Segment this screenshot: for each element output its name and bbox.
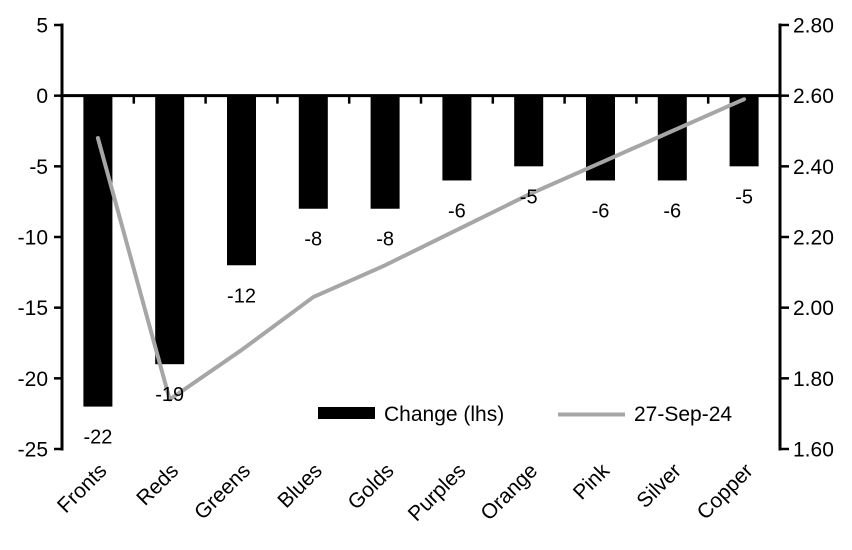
bar-data-label: -19 [155, 384, 184, 406]
bar-orange [514, 95, 544, 167]
category-label-greens: Greens [190, 459, 255, 524]
legend-swatch-bar [318, 407, 375, 419]
bar-blues [298, 95, 328, 209]
y-axis-right-label: 2.80 [793, 15, 834, 38]
y-axis-left-label: 0 [36, 85, 48, 108]
bar-copper [729, 95, 759, 167]
bar-data-label: -8 [304, 229, 322, 251]
category-label-pink: Pink [569, 459, 615, 505]
bar-data-label: -6 [663, 200, 681, 222]
category-label-purples: Purples [404, 459, 471, 526]
y-axis-left-label: -10 [18, 227, 48, 250]
category-label-golds: Golds [344, 459, 399, 514]
y-axis-right-label: 2.00 [793, 297, 834, 320]
bar-greens [227, 95, 256, 266]
bar-purples [442, 95, 472, 181]
bar-data-label: -6 [448, 200, 466, 222]
bar-data-label: -22 [83, 427, 112, 449]
bar-data-label: -6 [592, 200, 610, 222]
bar-golds [370, 95, 400, 209]
y-axis-right-label: 1.80 [793, 368, 834, 391]
y-axis-right-label: 1.60 [793, 439, 834, 462]
bar-fronts [83, 95, 113, 407]
category-label-silver: Silver [632, 459, 685, 512]
y-axis-right-label: 2.20 [793, 227, 834, 250]
y-axis-left-label: -20 [18, 368, 48, 391]
y-axis-left-label: 5 [36, 15, 48, 38]
bar-reds [155, 95, 185, 365]
y-axis-right-label: 2.40 [793, 156, 834, 179]
bar-silver [657, 95, 687, 181]
category-label-copper: Copper [693, 459, 758, 524]
bar-data-label: -5 [520, 186, 538, 208]
bar-data-label: -12 [227, 285, 256, 307]
y-axis-right-label: 2.60 [793, 85, 834, 108]
category-label-reds: Reds [132, 459, 183, 510]
category-label-fronts: Fronts [53, 459, 111, 517]
y-axis-left-label: -5 [29, 156, 48, 179]
category-label-orange: Orange [476, 459, 542, 525]
bar-data-label: -8 [376, 229, 394, 251]
line-series [95, 97, 747, 402]
category-label-blues: Blues [273, 459, 326, 512]
legend-label-line: 27-Sep-24 [634, 403, 732, 426]
bar-data-label: -5 [735, 186, 753, 208]
legend-label-bar: Change (lhs) [384, 403, 504, 426]
y-axis-left-label: -15 [18, 297, 48, 320]
y-axis-left-label: -25 [18, 439, 48, 462]
